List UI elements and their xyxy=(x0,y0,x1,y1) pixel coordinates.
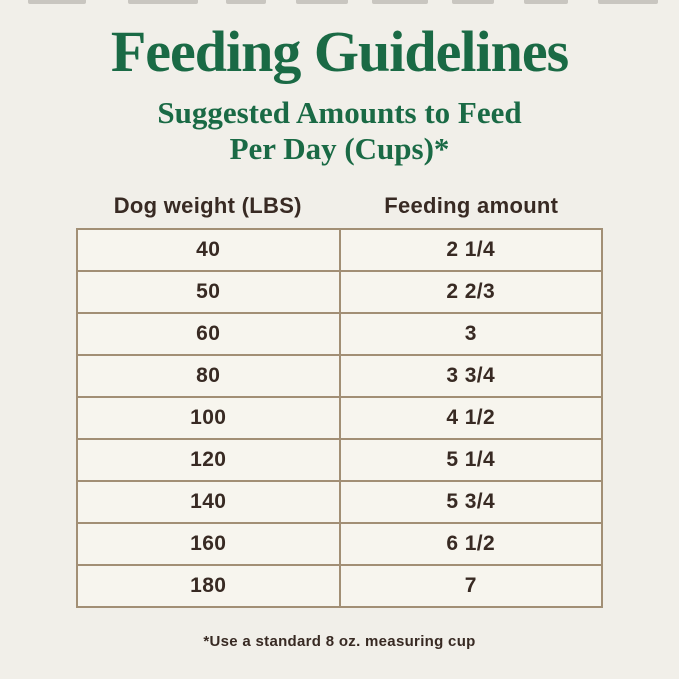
page-subtitle: Suggested Amounts to Feed Per Day (Cups)… xyxy=(0,95,679,167)
dog-weight-cell: 100 xyxy=(77,396,340,439)
cropped-text-artifacts xyxy=(0,0,679,5)
footnote: *Use a standard 8 oz. measuring cup xyxy=(203,632,476,650)
subtitle-line-2: Per Day (Cups)* xyxy=(229,130,450,166)
table-row: 160 6 1/2 xyxy=(77,522,602,565)
feeding-amount-cell: 5 1/4 xyxy=(339,438,602,481)
dog-weight-cell: 160 xyxy=(77,522,340,565)
dog-weight-cell: 80 xyxy=(77,354,340,397)
dog-weight-cell: 140 xyxy=(77,480,340,523)
column-header-dog-weight: Dog weight (LBS) xyxy=(113,192,302,218)
table-column-headers: Dog weight (LBS) Feeding amount xyxy=(76,193,603,219)
table-row: 40 2 1/4 xyxy=(77,228,602,271)
feeding-amount-cell: 3 3/4 xyxy=(339,354,602,397)
page-title: Feeding Guidelines xyxy=(110,19,569,84)
table-row: 60 3 xyxy=(77,312,602,355)
dog-weight-cell: 60 xyxy=(77,312,340,355)
feeding-amount-cell: 5 3/4 xyxy=(339,480,602,523)
feeding-amount-cell: 3 xyxy=(339,312,602,355)
column-header-feeding-amount: Feeding amount xyxy=(384,192,559,218)
table-row: 140 5 3/4 xyxy=(77,480,602,523)
table-row: 50 2 2/3 xyxy=(77,270,602,313)
subtitle-line-1: Suggested Amounts to Feed xyxy=(157,94,522,130)
dog-weight-cell: 180 xyxy=(77,564,340,607)
table-row: 180 7 xyxy=(77,564,602,607)
feeding-table: 40 2 1/4 50 2 2/3 60 3 80 3 3/4 100 4 1/2 120 5 1/4… xyxy=(76,227,603,608)
feeding-amount-cell: 6 1/2 xyxy=(339,522,602,565)
dog-weight-cell: 50 xyxy=(77,270,340,313)
feeding-amount-cell: 2 1/4 xyxy=(339,228,602,271)
feeding-amount-cell: 7 xyxy=(339,564,602,607)
feeding-amount-cell: 2 2/3 xyxy=(339,270,602,313)
feeding-amount-cell: 4 1/2 xyxy=(339,396,602,439)
table-row: 120 5 1/4 xyxy=(77,438,602,481)
table-row: 100 4 1/2 xyxy=(77,396,602,439)
dog-weight-cell: 40 xyxy=(77,228,340,271)
table-row: 80 3 3/4 xyxy=(77,354,602,397)
feeding-table-body: 40 2 1/4 50 2 2/3 60 3 80 3 3/4 100 4 1/2 120 5 1/4… xyxy=(77,228,602,607)
dog-weight-cell: 120 xyxy=(77,438,340,481)
